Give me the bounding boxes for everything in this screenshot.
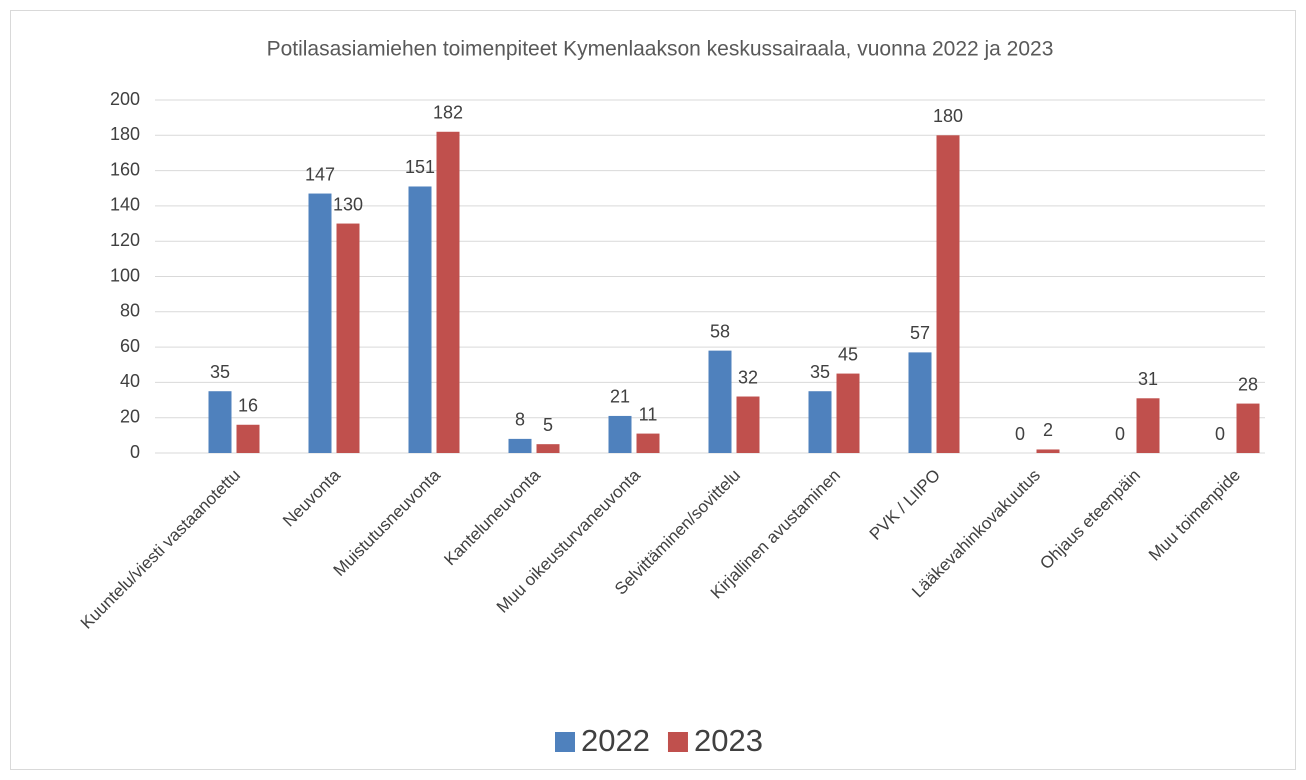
data-label: 130 <box>333 194 363 214</box>
data-label: 35 <box>810 362 830 382</box>
bar <box>936 135 960 454</box>
bar <box>836 373 860 453</box>
data-label: 58 <box>710 321 730 341</box>
bar <box>508 438 532 453</box>
data-label: 151 <box>405 157 435 177</box>
y-tick-label: 140 <box>110 195 140 215</box>
data-label: 21 <box>610 387 630 407</box>
chart-frame <box>10 10 1296 770</box>
bar <box>708 350 732 453</box>
bar <box>208 391 232 453</box>
data-label: 0 <box>1215 424 1225 444</box>
bar <box>608 415 632 453</box>
bar <box>908 352 932 453</box>
y-tick-label: 200 <box>110 89 140 109</box>
legend-label: 2023 <box>694 723 763 758</box>
bar <box>536 444 560 453</box>
bar <box>236 424 260 453</box>
bar <box>436 131 460 453</box>
bar <box>336 223 360 453</box>
bar <box>1036 449 1060 453</box>
data-label: 16 <box>238 396 258 416</box>
bar <box>808 391 832 453</box>
bar <box>736 396 760 453</box>
y-tick-label: 160 <box>110 159 140 179</box>
y-tick-label: 40 <box>120 371 140 391</box>
bar <box>636 433 660 453</box>
legend-swatch <box>555 732 575 752</box>
data-label: 57 <box>910 323 930 343</box>
bar <box>308 193 332 454</box>
data-label: 28 <box>1238 374 1258 394</box>
data-label: 8 <box>515 410 525 430</box>
data-label: 11 <box>639 404 658 424</box>
data-label: 32 <box>738 367 758 387</box>
legend-label: 2022 <box>581 723 650 758</box>
data-label: 147 <box>305 164 335 184</box>
data-label: 2 <box>1043 420 1053 440</box>
data-label: 35 <box>210 362 230 382</box>
bar <box>1136 398 1160 453</box>
data-label: 180 <box>933 106 963 126</box>
y-tick-label: 180 <box>110 124 140 144</box>
chart-title: Potilasasiamiehen toimenpiteet Kymenlaak… <box>267 38 1054 61</box>
y-tick-label: 100 <box>110 265 140 285</box>
data-label: 182 <box>433 103 463 123</box>
y-tick-label: 120 <box>110 230 140 250</box>
data-label: 31 <box>1138 369 1158 389</box>
data-label: 0 <box>1115 424 1125 444</box>
data-label: 0 <box>1015 424 1025 444</box>
y-tick-label: 60 <box>120 336 140 356</box>
bar <box>1236 403 1260 453</box>
data-label: 45 <box>838 344 858 364</box>
y-tick-label: 20 <box>120 406 140 426</box>
legend-swatch <box>667 732 688 752</box>
y-tick-label: 0 <box>130 442 140 462</box>
y-tick-label: 80 <box>120 301 140 321</box>
data-label: 5 <box>543 415 553 435</box>
bar <box>408 186 432 454</box>
